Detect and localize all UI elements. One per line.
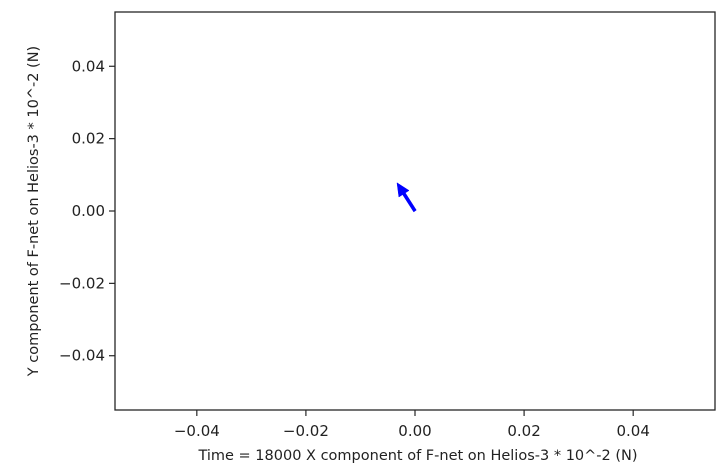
y-tick-label: 0.02 [72,130,105,148]
x-tick-label: −0.02 [283,422,329,440]
x-axis-label: Time = 18000 X component of F-net on Hel… [197,448,637,464]
x-tick-label: 0.00 [398,422,431,440]
x-axis-ticks: −0.04 −0.02 0.00 0.02 0.04 [174,410,650,440]
x-tick-label: 0.04 [616,422,649,440]
y-axis-ticks: −0.04 −0.02 0.00 0.02 0.04 [59,57,115,365]
y-tick-label: 0.00 [72,202,105,220]
y-tick-label: −0.04 [59,347,105,365]
x-tick-label: −0.04 [174,422,220,440]
x-tick-label: 0.02 [507,422,540,440]
y-axis-label: Y component of F-net on Helios-3 * 10^-2… [26,46,42,377]
force-arrows [396,182,417,213]
force-arrow [396,182,417,213]
y-tick-label: −0.02 [59,274,105,292]
y-tick-label: 0.04 [72,57,105,75]
